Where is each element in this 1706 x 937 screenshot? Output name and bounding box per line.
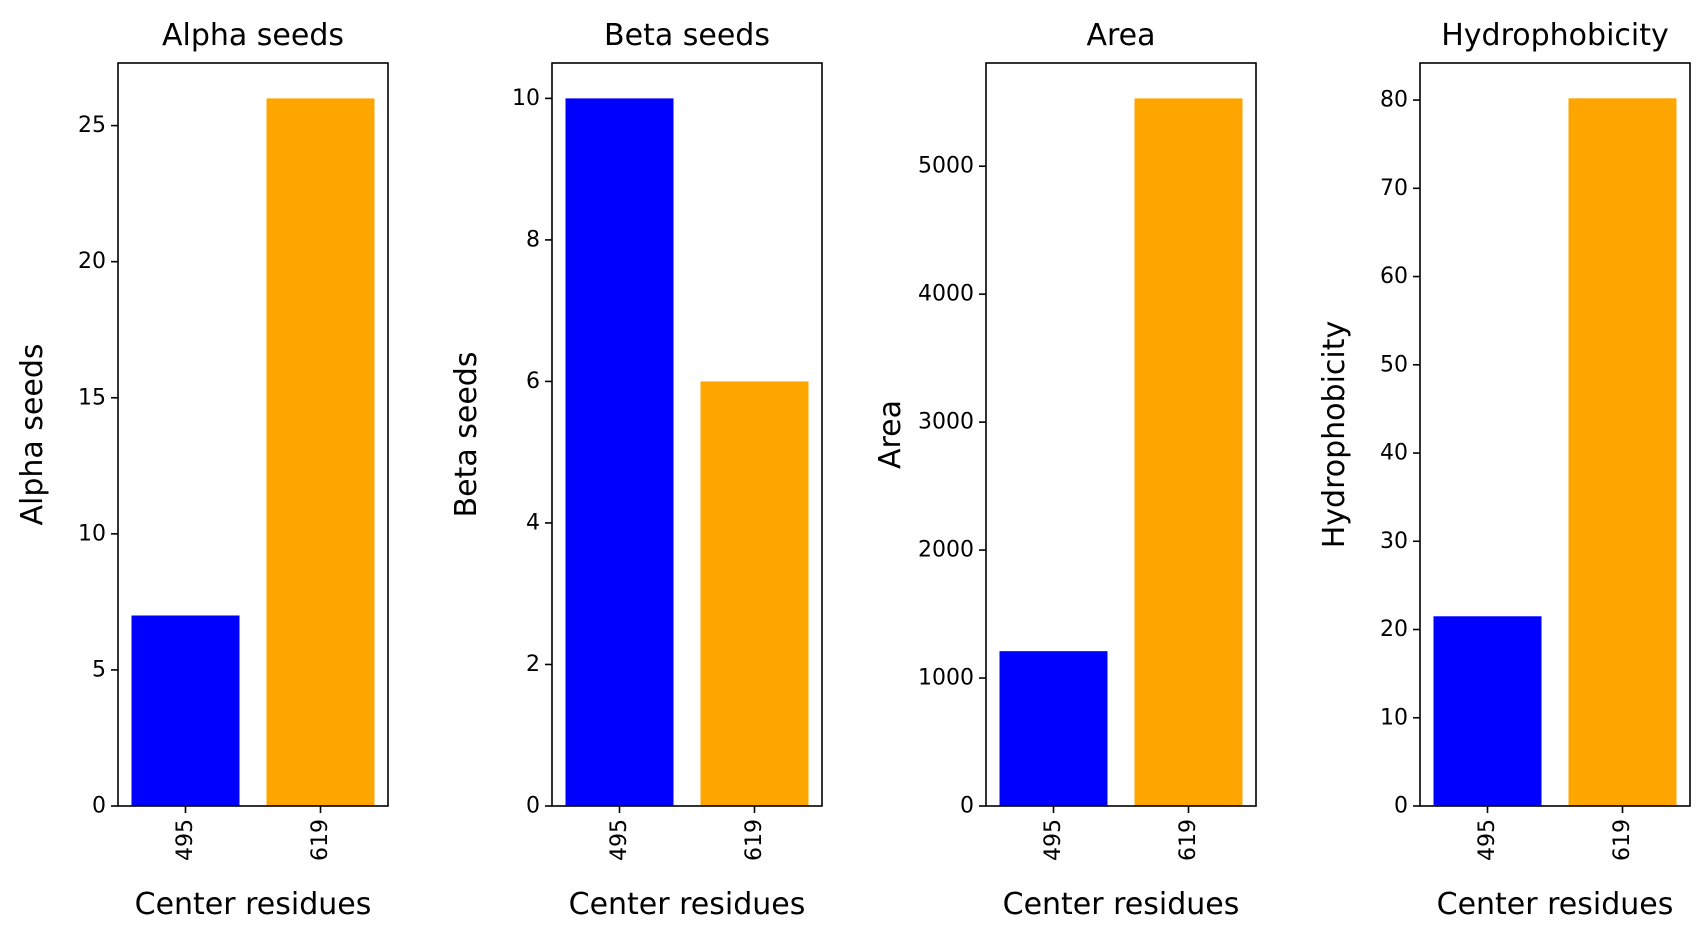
chart-3-ytick-label: 1000 [918, 666, 974, 691]
chart-1-ytick-label: 0 [92, 794, 106, 819]
chart-3-ytick-label: 4000 [918, 282, 974, 307]
chart-2-ytick-label: 0 [526, 794, 540, 819]
chart-1-xtick-label: 495 [173, 819, 198, 861]
chart-3-xtick-label: 619 [1176, 819, 1201, 861]
chart-4-ytick-label: 20 [1380, 617, 1408, 642]
chart-2-bar-495 [565, 98, 674, 806]
chart-2-ytick-label: 4 [526, 510, 540, 535]
chart-4-ylabel: Hydrophobicity [1317, 321, 1352, 549]
chart-1-ytick-label: 20 [78, 249, 106, 274]
chart-3-ylabel: Area [873, 400, 908, 469]
chart-4-ytick-label: 60 [1380, 264, 1408, 289]
chart-2-bar-619 [700, 381, 809, 806]
chart-1-bar-495 [131, 615, 240, 806]
chart-1-xlabel: Center residues [135, 887, 372, 922]
chart-2-plot-frame [551, 62, 823, 807]
chart-4-ytick-label: 40 [1380, 441, 1408, 466]
chart-3-ytick-label: 3000 [918, 410, 974, 435]
chart-1-title: Alpha seeds [162, 18, 344, 53]
chart-3-xtick-label: 495 [1041, 819, 1066, 861]
chart-4-xtick-label: 495 [1475, 819, 1500, 861]
chart-1-ytick-label: 10 [78, 521, 106, 546]
chart-2-title: Beta seeds [604, 18, 770, 53]
chart-1-bar-619 [266, 98, 375, 806]
chart-4-xlabel: Center residues [1437, 887, 1674, 922]
chart-1-ytick-label: 25 [78, 113, 106, 138]
chart-4-ytick-label: 10 [1380, 705, 1408, 730]
chart-1-xtick-label: 619 [308, 819, 333, 861]
chart-2-ytick-label: 6 [526, 369, 540, 394]
chart-1-ylabel: Alpha seeds [15, 343, 50, 525]
chart-3-ytick-label: 0 [960, 794, 974, 819]
chart-2-ytick-label: 2 [526, 652, 540, 677]
chart-4-xtick-label: 619 [1610, 819, 1635, 861]
chart-2-xtick-label: 495 [607, 819, 632, 861]
chart-3-ytick-label: 5000 [918, 154, 974, 179]
chart-2-xtick-label: 619 [742, 819, 767, 861]
chart-3-xlabel: Center residues [1003, 887, 1240, 922]
chart-2-ylabel: Beta seeds [449, 352, 484, 518]
chart-3-ytick-label: 2000 [918, 538, 974, 563]
chart-4-plot-frame [1419, 62, 1691, 807]
chart-2-ytick-label: 8 [526, 227, 540, 252]
chart-4-title: Hydrophobicity [1441, 18, 1669, 53]
chart-4-bar-495 [1433, 616, 1542, 806]
chart-3-bar-619 [1134, 98, 1243, 806]
chart-4-ytick-label: 50 [1380, 352, 1408, 377]
chart-3-bar-495 [999, 651, 1108, 806]
chart-2-ytick-label: 10 [512, 86, 540, 111]
chart-4-ytick-label: 0 [1394, 794, 1408, 819]
chart-2-xlabel: Center residues [569, 887, 806, 922]
chart-4-ytick-label: 30 [1380, 529, 1408, 554]
chart-4-ytick-label: 80 [1380, 88, 1408, 113]
chart-1-ytick-label: 15 [78, 385, 106, 410]
chart-4-bar-619 [1568, 98, 1677, 806]
chart-1-plot-frame [117, 62, 389, 807]
chart-3-plot-frame [985, 62, 1257, 807]
chart-1-ytick-label: 5 [92, 657, 106, 682]
chart-4-ytick-label: 70 [1380, 176, 1408, 201]
chart-3-title: Area [1086, 18, 1155, 53]
